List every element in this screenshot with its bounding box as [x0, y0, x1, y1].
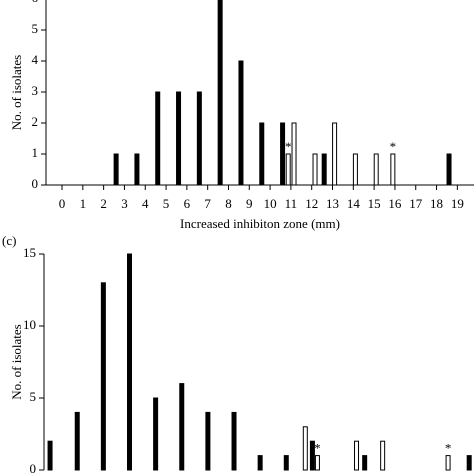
y-tick-label: 3 — [32, 83, 39, 98]
y-tick-label: 5 — [32, 21, 39, 36]
x-tick-label: 13 — [326, 196, 339, 211]
bar — [314, 455, 320, 471]
bar — [113, 153, 119, 186]
bar — [134, 153, 140, 186]
y-tick-label: 15 — [23, 245, 36, 260]
bar — [285, 153, 291, 186]
annotation: * — [445, 441, 452, 456]
y-tick-label: 1 — [32, 145, 39, 160]
y-tick-label: 0 — [32, 176, 39, 191]
y-tick-label: 2 — [32, 114, 39, 129]
bar — [155, 91, 161, 186]
x-tick-label: 14 — [347, 196, 361, 211]
x-tick-label: 2 — [100, 196, 107, 211]
x-tick-label: 3 — [121, 196, 128, 211]
x-tick-label: 1 — [80, 196, 87, 211]
bar — [283, 455, 289, 471]
y-tick-label: 10 — [23, 317, 36, 332]
bar — [380, 440, 386, 471]
bar — [100, 282, 106, 471]
bar — [179, 383, 185, 471]
bar — [238, 60, 244, 186]
bar — [354, 440, 360, 471]
panel-label: (c) — [2, 233, 16, 248]
x-tick-label: 19 — [451, 196, 464, 211]
y-tick-label: 5 — [30, 389, 37, 404]
x-tick-label: 8 — [225, 196, 232, 211]
x-tick-label: 9 — [246, 196, 253, 211]
bar — [321, 153, 327, 186]
bar — [352, 153, 358, 186]
annotation: * — [314, 441, 321, 456]
y-tick-label: 4 — [32, 52, 39, 67]
bar — [153, 397, 159, 471]
x-tick-label: 18 — [430, 196, 443, 211]
bar — [312, 153, 318, 186]
x-axis-label: Increased inhibiton zone (mm) — [180, 216, 340, 231]
bar — [74, 411, 80, 471]
x-tick-label: 10 — [264, 196, 277, 211]
annotation: * — [285, 139, 292, 154]
annotation: * — [390, 139, 397, 154]
bar — [126, 253, 132, 471]
y-axis-label: No. of isolates — [9, 324, 24, 399]
y-tick-label: 6 — [32, 0, 39, 5]
x-tick-label: 6 — [184, 196, 191, 211]
x-tick-label: 5 — [163, 196, 170, 211]
bar — [362, 455, 368, 471]
bar — [302, 426, 308, 471]
bar — [259, 122, 265, 186]
bar — [205, 411, 211, 471]
bar — [390, 153, 396, 186]
y-tick-label: 0 — [30, 461, 37, 474]
x-tick-label: 11 — [285, 196, 298, 211]
bar — [466, 455, 472, 471]
bar — [257, 455, 263, 471]
bar — [47, 440, 53, 471]
x-tick-label: 0 — [59, 196, 66, 211]
x-tick-label: 16 — [388, 196, 402, 211]
x-tick-label: 12 — [305, 196, 318, 211]
bar — [373, 153, 379, 186]
bar — [445, 455, 451, 471]
bar — [196, 91, 202, 186]
bar — [309, 440, 315, 471]
bar — [280, 122, 286, 186]
bar — [332, 122, 338, 186]
x-tick-label: 15 — [368, 196, 381, 211]
x-tick-label: 4 — [142, 196, 149, 211]
bar — [446, 153, 452, 186]
x-tick-label: 7 — [204, 196, 211, 211]
x-tick-label: 17 — [409, 196, 423, 211]
bar — [176, 91, 182, 186]
bar — [217, 0, 223, 186]
y-axis-label: No. of isolates — [9, 55, 24, 130]
bar — [291, 122, 297, 186]
bar — [231, 411, 237, 471]
